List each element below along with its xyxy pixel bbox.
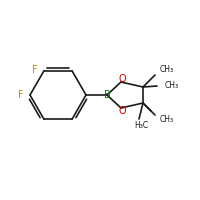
Text: CH₃: CH₃	[160, 66, 174, 74]
Text: O: O	[118, 106, 126, 116]
Text: CH₃: CH₃	[165, 80, 179, 90]
Text: H₃C: H₃C	[134, 121, 148, 130]
Text: O: O	[118, 74, 126, 84]
Text: B: B	[104, 90, 110, 100]
Text: F: F	[18, 90, 24, 100]
Text: CH₃: CH₃	[160, 114, 174, 123]
Text: F: F	[32, 65, 38, 75]
